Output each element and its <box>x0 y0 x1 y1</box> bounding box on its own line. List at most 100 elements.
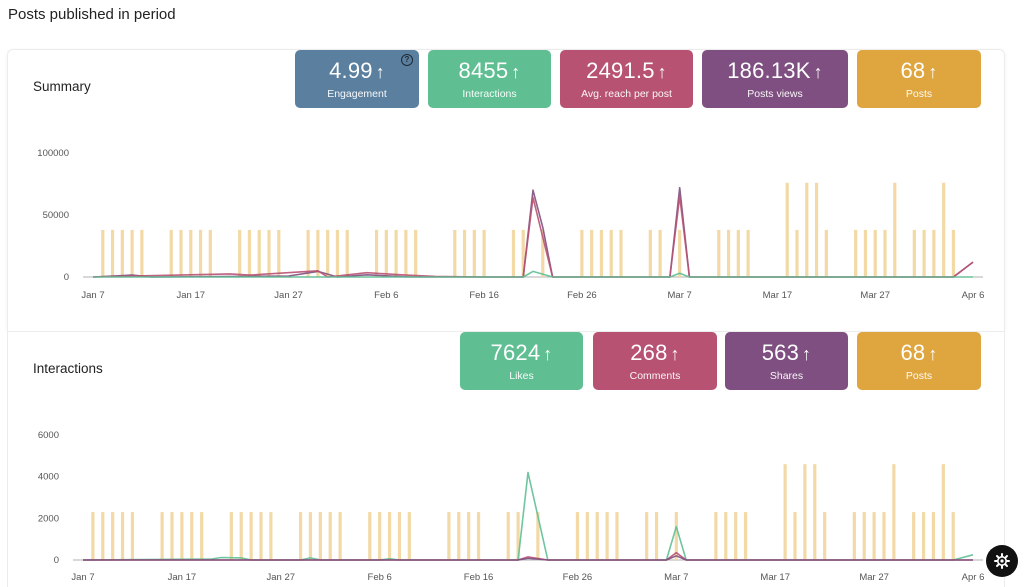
x-tick-label: Jan 17 <box>177 290 206 301</box>
posts-bar <box>298 512 303 560</box>
help-icon[interactable]: ? <box>401 54 413 66</box>
engagement-stat-card[interactable]: 4.99 ↑ Engagement ? <box>295 50 419 108</box>
posts-bar <box>169 229 173 277</box>
posts-views-value: 186.13K ↑ <box>727 58 823 83</box>
x-tick-label: Feb 6 <box>374 290 398 301</box>
posts-bar <box>883 229 887 277</box>
series-line-0 <box>82 471 974 561</box>
posts-bar <box>922 229 926 277</box>
summary-chart-svg: 0 50000 100000 Jan 7 Jan 17 Jan 27 Feb 6 Feb 16… <box>37 148 984 301</box>
posts-bar <box>854 229 858 277</box>
posts-bar <box>239 512 243 560</box>
arrow-up-icon: ↑ <box>670 344 680 364</box>
posts-bar <box>368 512 372 560</box>
interactions-card: Interactions 7624 ↑ Likes 268 ↑ Comments 5… <box>7 331 1005 587</box>
posts-bar <box>813 464 817 560</box>
comments-label: Comments <box>629 370 681 382</box>
posts-bar <box>658 229 662 277</box>
posts-bar <box>277 229 281 277</box>
arrow-up-icon: ↑ <box>928 344 938 364</box>
interactions-posts-stat-card[interactable]: 68 ↑ Posts <box>857 332 981 390</box>
posts-bar <box>198 229 203 277</box>
x-tick-label: Mar 17 <box>763 290 793 301</box>
posts-bar <box>724 512 728 560</box>
comments-stat-card[interactable]: 268 ↑ Comments <box>593 332 717 390</box>
posts-bar <box>575 512 580 560</box>
posts-bar <box>863 229 868 277</box>
x-tick-label: Feb 16 <box>469 290 499 301</box>
posts-bar <box>793 512 797 560</box>
posts-bar <box>200 512 204 560</box>
posts-bar <box>374 229 379 277</box>
arrow-up-icon: ↑ <box>657 62 667 82</box>
posts-views-stat-card[interactable]: 186.13K ↑ Posts views <box>702 50 848 108</box>
posts-bar <box>932 229 936 277</box>
posts-bar <box>91 512 95 560</box>
summary-chart: 0 50000 100000 Jan 7 Jan 17 Jan 27 Feb 6 Feb 16… <box>8 145 1006 310</box>
posts-bar <box>521 229 525 277</box>
posts-bar <box>931 512 936 560</box>
posts-bar <box>824 229 828 277</box>
posts-bar <box>726 229 731 277</box>
posts-bar <box>823 512 827 560</box>
interactions-stat-card[interactable]: 8455 ↑ Interactions <box>428 50 551 108</box>
posts-bar <box>404 229 408 277</box>
x-tick-label: Jan 27 <box>274 290 303 301</box>
posts-bar <box>269 512 273 560</box>
interactions-title: Interactions <box>33 361 103 376</box>
posts-bar <box>942 182 946 277</box>
posts-bar <box>247 229 252 277</box>
interactions-posts-label: Posts <box>905 370 933 382</box>
x-tick-label: Mar 17 <box>760 572 790 583</box>
x-tick-label: Jan 17 <box>168 572 197 583</box>
summary-title: Summary <box>33 79 91 94</box>
y-tick-label: 6000 <box>38 430 59 441</box>
posts-label: Posts <box>905 88 933 100</box>
series-line-2 <box>83 555 973 561</box>
posts-bar <box>394 229 398 277</box>
page-title: Posts published in period <box>8 6 176 23</box>
x-tick-label: Feb 6 <box>368 572 392 583</box>
gear-icon[interactable] <box>986 545 1018 577</box>
posts-bar <box>238 229 242 277</box>
interactions-posts-value: 68 ↑ <box>900 340 938 365</box>
posts-bar <box>746 229 750 277</box>
posts-bar <box>384 229 388 277</box>
shares-stat-card[interactable]: 563 ↑ Shares <box>725 332 848 390</box>
y-tick-label: 50000 <box>43 210 69 221</box>
posts-bar <box>674 512 678 560</box>
y-tick-label: 100000 <box>37 148 69 159</box>
posts-bar <box>852 512 856 560</box>
posts-bar <box>734 512 738 560</box>
posts-bar <box>785 182 789 277</box>
y-tick-label: 0 <box>54 555 59 566</box>
posts-bar <box>170 512 174 560</box>
posts-bar <box>678 229 682 277</box>
interactions-chart: 0 2000 4000 6000 Jan 7 Jan 17 Jan 27 Feb 6 Feb 1… <box>8 427 1006 587</box>
avg-reach-stat-card[interactable]: 2491.5 ↑ Avg. reach per post <box>560 50 693 108</box>
likes-stat-card[interactable]: 7624 ↑ Likes <box>460 332 583 390</box>
posts-views-label: Posts views <box>747 88 803 100</box>
arrow-up-icon: ↑ <box>511 62 521 82</box>
arrow-up-icon: ↑ <box>813 62 823 82</box>
arrow-up-icon: ↑ <box>802 344 812 364</box>
posts-bar <box>140 229 144 277</box>
avg-reach-value: 2491.5 ↑ <box>586 58 667 83</box>
posts-bar <box>609 229 613 277</box>
posts-bar <box>267 229 271 277</box>
posts-bar <box>803 464 807 560</box>
posts-bar <box>328 512 332 560</box>
shares-value: 563 ↑ <box>761 340 812 365</box>
posts-bar <box>316 229 320 277</box>
posts-bar <box>130 229 134 277</box>
comments-value: 268 ↑ <box>630 340 680 365</box>
posts-bar <box>893 182 897 277</box>
posts-stat-card[interactable]: 68 ↑ Posts <box>857 50 981 108</box>
y-tick-label: 0 <box>64 272 69 283</box>
x-tick-label: Jan 7 <box>81 290 104 301</box>
posts-bar <box>541 229 545 277</box>
posts-bar <box>472 229 476 277</box>
y-tick-label: 2000 <box>38 513 59 524</box>
x-tick-label: Feb 16 <box>464 572 494 583</box>
posts-bar <box>882 512 886 560</box>
